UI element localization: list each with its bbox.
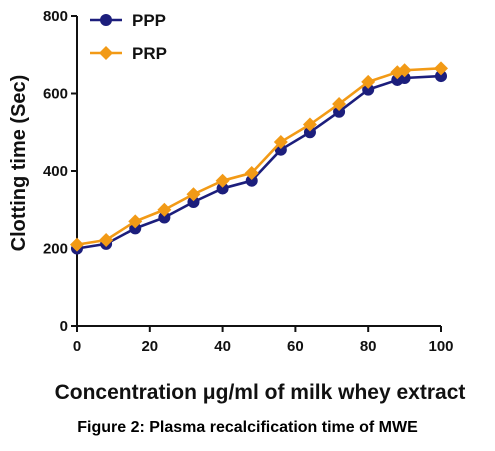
data-point-ppp bbox=[245, 174, 258, 187]
legend: PPP PRP bbox=[90, 11, 167, 63]
y-tick-label: 200 bbox=[43, 241, 68, 258]
data-point-ppp bbox=[303, 126, 316, 139]
x-tick-label: 60 bbox=[287, 338, 304, 355]
series-layer bbox=[70, 61, 448, 255]
data-point-ppp bbox=[216, 182, 229, 195]
data-point-ppp bbox=[333, 105, 346, 118]
x-tick-label: 0 bbox=[73, 338, 81, 355]
data-point-ppp bbox=[158, 211, 171, 224]
y-tick-label: 800 bbox=[43, 8, 68, 25]
data-point-prp bbox=[215, 173, 230, 188]
data-point-prp bbox=[157, 202, 172, 217]
data-point-ppp bbox=[398, 72, 411, 84]
x-tick-label: 40 bbox=[214, 338, 231, 355]
data-point-ppp bbox=[187, 196, 200, 208]
line-chart: 0 200 400 600 800 0 20 40 60 80 100 PPP PRP Clottin… bbox=[8, 8, 466, 404]
x-axis-title: Concentration μg/ml of milk whey extract bbox=[55, 381, 466, 404]
data-point-prp bbox=[70, 237, 84, 252]
legend-label: PPP bbox=[132, 11, 166, 30]
data-point-prp bbox=[332, 96, 347, 111]
legend-marker bbox=[100, 14, 112, 26]
axes: 0 200 400 600 800 0 20 40 60 80 100 bbox=[43, 8, 454, 355]
data-point-prp bbox=[397, 63, 412, 78]
data-point-prp bbox=[244, 165, 259, 180]
y-tick-label: 0 bbox=[60, 318, 68, 335]
data-point-ppp bbox=[362, 83, 375, 96]
y-axis-title: Clotting time (Sec) bbox=[8, 75, 30, 252]
figure-caption: Figure 2: Plasma recalcification time of… bbox=[77, 419, 418, 436]
series-prp bbox=[70, 61, 448, 252]
data-point-prp bbox=[361, 74, 376, 89]
legend-label: PRP bbox=[132, 44, 167, 63]
legend-item-ppp: PPP bbox=[90, 11, 166, 30]
x-tick-label: 80 bbox=[360, 338, 377, 355]
y-tick-label: 600 bbox=[43, 86, 68, 103]
data-point-prp bbox=[273, 134, 288, 149]
x-tick-label: 100 bbox=[428, 338, 453, 355]
x-tick-label: 20 bbox=[141, 338, 158, 355]
data-point-ppp bbox=[435, 70, 447, 83]
data-point-prp bbox=[302, 117, 317, 132]
y-tick-label: 400 bbox=[43, 163, 68, 180]
data-point-prp bbox=[186, 187, 201, 202]
legend-item-prp: PRP bbox=[90, 44, 167, 63]
data-point-prp bbox=[434, 61, 448, 76]
data-point-prp bbox=[128, 214, 143, 229]
data-point-prp bbox=[99, 232, 114, 247]
legend-marker bbox=[99, 46, 113, 60]
